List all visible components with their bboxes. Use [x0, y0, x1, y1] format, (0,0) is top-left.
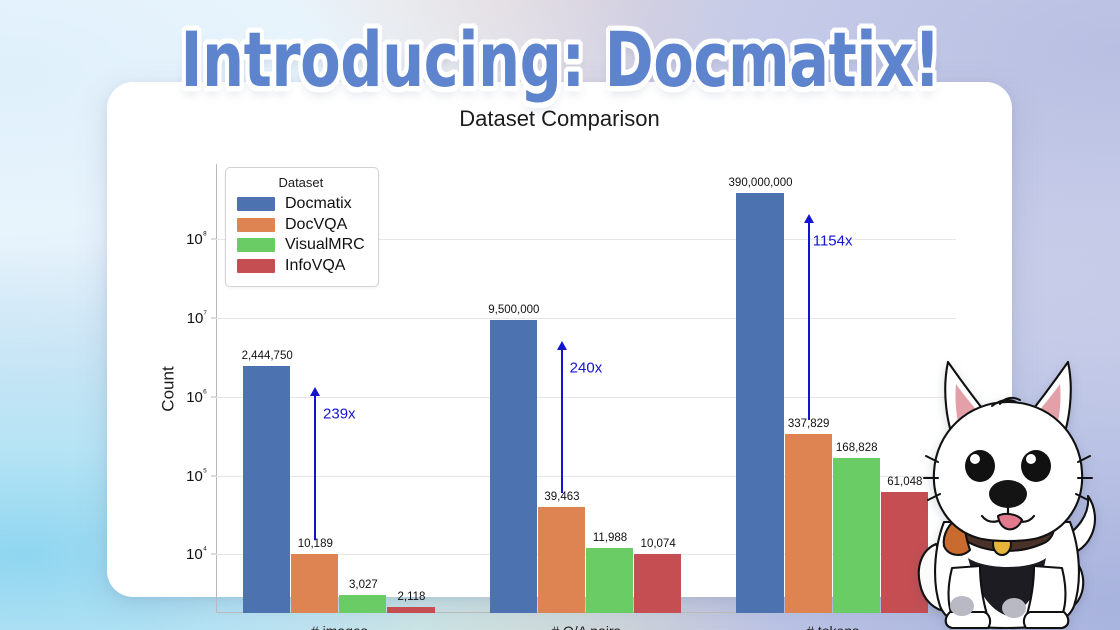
- bar-value-label: 2,444,750: [241, 350, 293, 363]
- bar-value-label: 390,000,000: [728, 176, 793, 189]
- legend-item-label: VisualMRC: [285, 236, 365, 253]
- bar-infovqa-2: [880, 492, 928, 613]
- ratio-label: 240x: [569, 359, 603, 377]
- legend-title: Dataset: [278, 175, 324, 190]
- bar-value-label: 337,829: [787, 417, 830, 430]
- bar-docmatix-1: [489, 319, 537, 613]
- ratio-label: 239x: [323, 405, 356, 423]
- gridline: [216, 317, 956, 319]
- legend-item-label: DocVQA: [285, 215, 348, 233]
- y-tick-label: 10⁴: [186, 545, 207, 564]
- bar-docvqa-2: [784, 433, 832, 613]
- arrow-head-icon: [310, 387, 321, 397]
- y-tick-label: 10⁶: [186, 387, 207, 406]
- gridline: [216, 475, 956, 477]
- bar-docmatix-0: [243, 366, 291, 613]
- bar-infovqa-0: [387, 607, 435, 613]
- y-tick-mark: [211, 238, 216, 240]
- legend-item-label: InfoVQA: [285, 256, 346, 274]
- legend-item-visualmrc[interactable]: VisualMRC: [237, 236, 365, 254]
- arrow-shaft: [314, 396, 317, 540]
- arrow-shaft: [560, 349, 563, 494]
- legend-item-label: Docmatix: [285, 195, 352, 212]
- bar-infovqa-1: [634, 554, 682, 613]
- x-tick-label: # images: [311, 623, 368, 630]
- chart-legend: Dataset Docmatix DocVQA VisualMRC InfoVQA: [225, 167, 379, 287]
- bar-value-label: 2,118: [397, 591, 426, 604]
- legend-swatch-icon: [237, 238, 275, 252]
- bar-value-label: 9,500,000: [488, 303, 540, 316]
- bar-value-label: 3,027: [348, 579, 378, 592]
- arrow-shaft: [807, 222, 810, 420]
- legend-item-docvqa[interactable]: DocVQA: [237, 216, 365, 234]
- ratio-arrow-0: [307, 387, 323, 540]
- bar-value-label: 11,988: [592, 532, 628, 545]
- legend-rows: Docmatix DocVQA VisualMRC InfoVQA: [237, 195, 365, 275]
- legend-swatch-icon: [237, 258, 275, 273]
- ratio-arrow-1: [554, 340, 570, 494]
- bar-visualmrc-1: [586, 548, 634, 613]
- arrow-head-icon: [803, 213, 814, 223]
- bar-value-label: 61,048: [887, 476, 923, 489]
- y-tick-mark: [211, 317, 216, 319]
- ratio-label: 1154x: [812, 232, 853, 250]
- dataset-comparison-chart: Dataset Comparison 10⁴ 10⁵ 10⁶ 10⁷ 10⁸ Count…: [107, 82, 1012, 630]
- bar-docvqa-1: [537, 507, 585, 613]
- chart-card: Dataset Comparison 10⁴ 10⁵ 10⁶ 10⁷ 10⁸ Count…: [107, 82, 1012, 630]
- legend-item-docmatix[interactable]: Docmatix: [237, 195, 365, 213]
- legend-item-infovqa[interactable]: InfoVQA: [237, 257, 365, 275]
- bar-docvqa-0: [291, 553, 339, 613]
- y-axis-label: Count: [158, 365, 178, 412]
- dog-mascot-illustration: [917, 360, 1097, 630]
- x-tick-label: # tokens: [806, 623, 859, 630]
- y-tick-label: 10⁵: [186, 466, 207, 485]
- bar-value-label: 10,189: [297, 537, 333, 550]
- y-tick-mark: [211, 396, 216, 398]
- y-tick-label: 10⁸: [186, 230, 207, 249]
- bar-value-label: 168,828: [835, 441, 878, 454]
- bar-value-label: 10,074: [640, 538, 676, 551]
- chart-title: Dataset Comparison: [459, 106, 660, 131]
- x-tick-label: # Q/A pairs: [551, 623, 620, 630]
- gridline: [216, 239, 956, 241]
- arrow-head-icon: [556, 340, 567, 350]
- bar-visualmrc-2: [832, 457, 880, 613]
- legend-swatch-icon: [237, 217, 275, 232]
- legend-swatch-icon: [237, 197, 275, 211]
- y-tick-label: 10⁷: [186, 308, 207, 327]
- y-tick-mark: [211, 475, 216, 477]
- bar-visualmrc-0: [339, 595, 387, 613]
- bar-value-label: 39,463: [544, 491, 580, 504]
- plot-area: 10⁴ 10⁵ 10⁶ 10⁷ 10⁸ Count 2,444,750 10,189 3,0…: [159, 164, 956, 630]
- bar-docmatix-2: [736, 192, 784, 613]
- y-tick-mark: [211, 553, 216, 555]
- gridline: [216, 396, 956, 398]
- ratio-arrow-2: [801, 213, 817, 420]
